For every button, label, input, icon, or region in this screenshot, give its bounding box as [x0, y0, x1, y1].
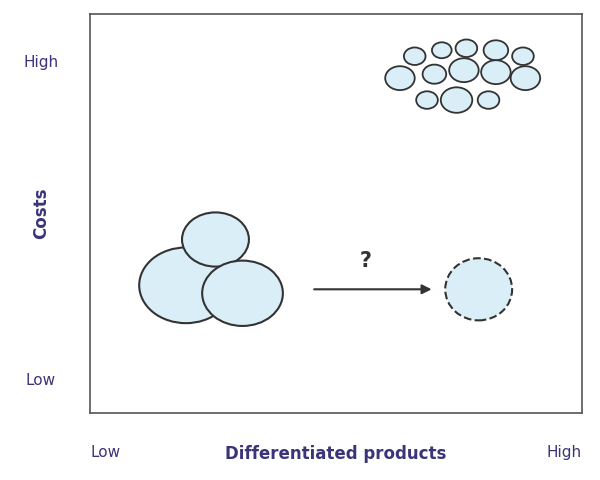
Circle shape	[404, 48, 425, 65]
Text: High: High	[547, 444, 582, 460]
Circle shape	[182, 213, 249, 266]
Circle shape	[432, 42, 452, 58]
Ellipse shape	[445, 258, 512, 320]
Text: Low: Low	[90, 444, 120, 460]
Circle shape	[139, 248, 233, 323]
Circle shape	[484, 40, 508, 60]
Text: Differentiated products: Differentiated products	[226, 444, 446, 463]
Circle shape	[481, 60, 511, 84]
Text: Costs: Costs	[32, 188, 50, 240]
Circle shape	[478, 91, 499, 109]
Circle shape	[512, 48, 534, 65]
Circle shape	[455, 39, 477, 57]
Circle shape	[449, 58, 479, 82]
Text: ?: ?	[359, 252, 371, 271]
Circle shape	[416, 91, 438, 109]
Circle shape	[385, 66, 415, 90]
Text: Low: Low	[26, 373, 56, 388]
Circle shape	[202, 261, 283, 326]
Circle shape	[441, 87, 472, 113]
Circle shape	[511, 66, 540, 90]
Circle shape	[422, 65, 446, 84]
Text: High: High	[23, 55, 58, 70]
